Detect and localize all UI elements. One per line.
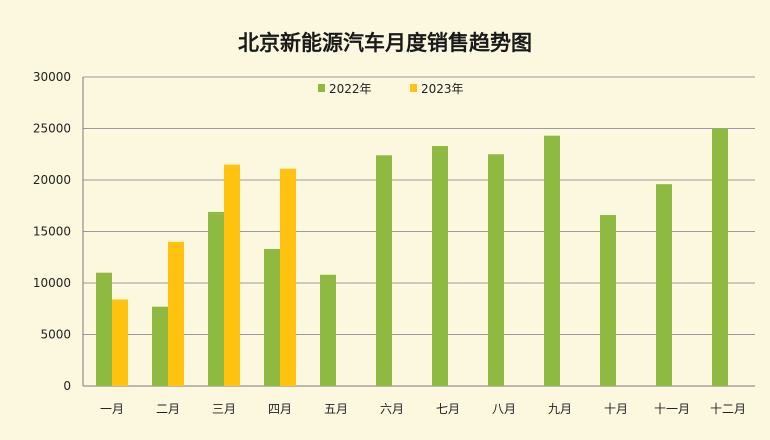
bar-2022 [152, 306, 168, 386]
x-tick-label: 四月 [268, 402, 292, 416]
bar-2022 [320, 274, 336, 386]
legend-label: 2022年 [329, 82, 372, 96]
y-tick-label: 25000 [33, 122, 71, 136]
bar-2023 [280, 168, 296, 386]
legend: 2022年 2023年 [318, 82, 464, 96]
bar-2022 [656, 184, 672, 386]
x-tick-label: 二月 [156, 402, 180, 416]
x-tick-label: 八月 [492, 402, 516, 416]
bar-2022 [96, 272, 112, 386]
legend-label: 2023年 [421, 82, 464, 96]
x-axis-ticks: 一月 二月 三月 四月 五月 六月 七月 八月 九月 十月 十一月 十二月 [100, 402, 746, 416]
x-tick-label: 七月 [436, 402, 460, 416]
x-tick-label: 五月 [324, 402, 348, 416]
x-tick-label: 九月 [548, 402, 572, 416]
bars [96, 128, 728, 386]
legend-swatch [318, 84, 325, 92]
x-tick-label: 三月 [212, 402, 236, 416]
x-tick-label: 十一月 [654, 402, 690, 416]
bar-2022 [432, 146, 448, 386]
bar-2022 [544, 135, 560, 386]
bar-2022 [488, 154, 504, 386]
gridlines [82, 76, 755, 387]
bar-2023 [112, 299, 128, 386]
y-tick-label: 10000 [33, 276, 71, 290]
bar-2022 [712, 128, 728, 386]
x-tick-label: 一月 [100, 402, 124, 416]
bar-2022 [264, 249, 280, 386]
x-tick-label: 十月 [604, 402, 628, 416]
y-tick-label: 15000 [33, 225, 71, 239]
y-axis-ticks: 0 5000 10000 15000 20000 25000 30000 [33, 70, 71, 393]
chart-title: 北京新能源汽车月度销售趋势图 [238, 31, 532, 55]
bar-2023 [224, 164, 240, 386]
bar-2023 [168, 241, 184, 386]
bar-2022 [208, 211, 224, 386]
y-tick-label: 5000 [40, 328, 71, 342]
x-tick-label: 六月 [380, 402, 404, 416]
bar-2022 [376, 155, 392, 386]
y-tick-label: 20000 [33, 173, 71, 187]
bar-2022 [600, 215, 616, 386]
y-tick-label: 30000 [33, 70, 71, 84]
y-tick-label: 0 [63, 379, 71, 393]
legend-swatch [410, 84, 417, 92]
x-tick-label: 十二月 [710, 402, 746, 416]
